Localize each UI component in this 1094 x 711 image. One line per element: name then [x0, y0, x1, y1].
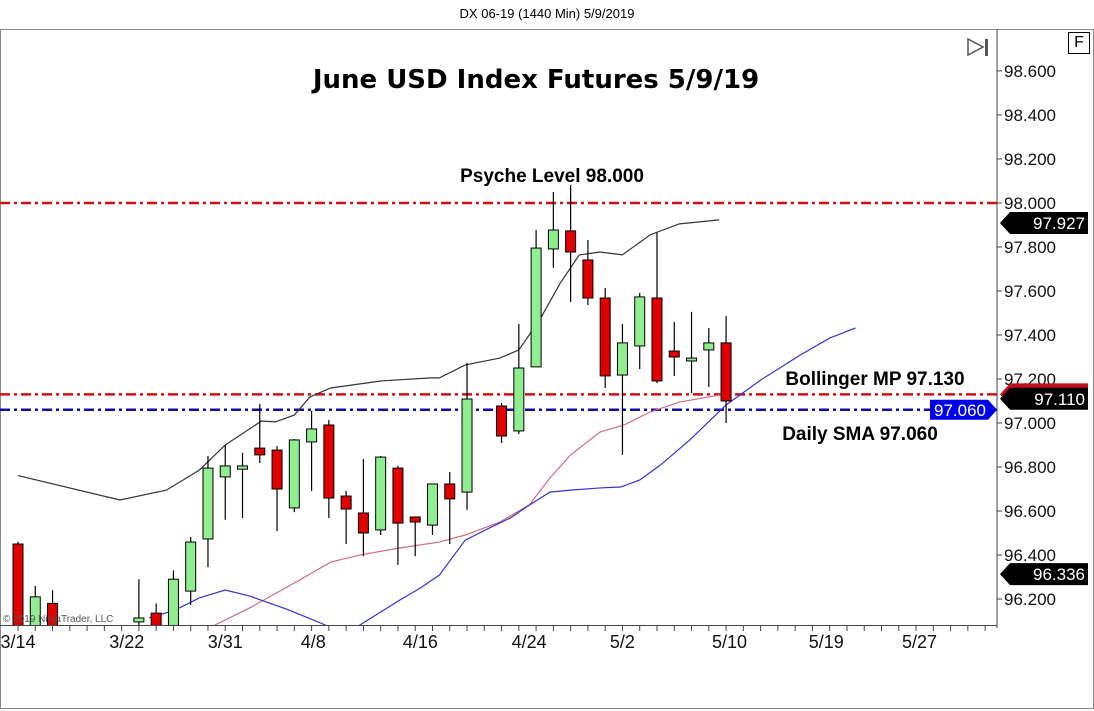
price-marker: [930, 399, 997, 420]
x-tick-label: 5/2: [610, 632, 635, 652]
sma-line: [149, 327, 856, 625]
y-tick-label: 98.400: [1004, 106, 1056, 125]
x-tick-label: 4/24: [512, 632, 547, 652]
bull-candle: [133, 617, 145, 623]
lower_band-line: [595, 571, 726, 610]
price-marker: [1000, 563, 1088, 586]
play-to-end-icon[interactable]: [967, 37, 988, 57]
bull-candle: [219, 465, 231, 478]
bear-candle: [444, 483, 456, 500]
x-tick-label: 5/19: [809, 632, 844, 652]
chart-title: June USD Index Futures 5/9/19: [311, 65, 759, 95]
y-tick-label: 96.800: [1004, 458, 1056, 477]
price-marker: [1000, 212, 1088, 235]
bear-candle: [668, 350, 680, 358]
x-tick-label: 5/10: [712, 632, 747, 652]
window-title: DX 06-19 (1440 Min) 5/9/2019: [459, 6, 635, 21]
bear-candle: [720, 342, 732, 402]
bear-candle: [392, 467, 404, 524]
bull-candle: [547, 229, 559, 250]
bull-candle: [616, 342, 628, 376]
bear-candle: [565, 230, 577, 253]
x-tick-label: 3/31: [208, 632, 243, 652]
bull-candle: [202, 467, 214, 540]
daily-sma-label: Daily SMA 97.060: [782, 424, 938, 445]
bear-candle: [409, 516, 421, 523]
y-tick-label: 96.200: [1004, 590, 1056, 609]
bollinger-mp-label: Bollinger MP 97.130: [785, 369, 964, 390]
price-marker: [1000, 387, 1088, 410]
bear-candle: [150, 612, 162, 625]
y-tick-label: 97.400: [1004, 326, 1056, 345]
y-tick-label: 98.000: [1004, 194, 1056, 213]
x-tick-label: 3/22: [109, 632, 144, 652]
x-tick-label: 3/14: [0, 632, 35, 652]
middle_band-line: [214, 393, 727, 625]
bull-candle: [288, 439, 300, 509]
bear-candle: [496, 405, 508, 437]
bull-candle: [167, 578, 179, 625]
x-tick-label: 5/27: [902, 632, 937, 652]
y-tick-label: 97.800: [1004, 238, 1056, 257]
price-marker-label: 97.927: [1033, 214, 1085, 233]
y-tick-label: 97.000: [1004, 414, 1056, 433]
bear-candle: [340, 495, 352, 510]
y-tick-label: 97.600: [1004, 282, 1056, 301]
bear-candle: [357, 512, 369, 534]
y-tick-label: 98.200: [1004, 150, 1056, 169]
price-marker-label: 97.110: [1034, 390, 1085, 409]
x-tick-label: 4/8: [301, 632, 326, 652]
bull-candle: [686, 357, 698, 362]
x-tick-label: 4/16: [403, 632, 438, 652]
f-button[interactable]: F: [1068, 32, 1090, 54]
bull-candle: [634, 296, 646, 347]
upper_band-line: [17, 219, 720, 501]
copyright-text: © 2019 NinjaTrader, LLC: [3, 614, 113, 625]
bull-candle: [426, 483, 438, 526]
bull-candle: [461, 398, 473, 493]
bear-candle: [12, 543, 24, 625]
y-tick-label: 98.600: [1004, 62, 1056, 81]
bear-candle: [599, 297, 611, 377]
bull-candle: [185, 541, 197, 592]
price-marker-label: 97.060: [934, 401, 986, 420]
bear-candle: [651, 297, 663, 382]
bull-candle: [703, 342, 715, 351]
bear-candle: [323, 424, 335, 499]
psyche-level-label: Psyche Level 98.000: [460, 166, 644, 187]
bear-candle: [254, 447, 266, 456]
price-marker-label: 96.336: [1033, 565, 1085, 584]
bull-candle: [530, 247, 542, 368]
bull-candle: [237, 465, 249, 470]
y-tick-label: 96.400: [1004, 546, 1056, 565]
bear-candle: [47, 602, 59, 625]
bull-candle: [29, 596, 41, 625]
bear-candle: [582, 259, 594, 299]
bull-candle: [513, 367, 525, 432]
bull-candle: [375, 456, 387, 531]
y-tick-label: 96.600: [1004, 502, 1056, 521]
bull-candle: [306, 428, 318, 443]
bear-candle: [271, 449, 283, 490]
